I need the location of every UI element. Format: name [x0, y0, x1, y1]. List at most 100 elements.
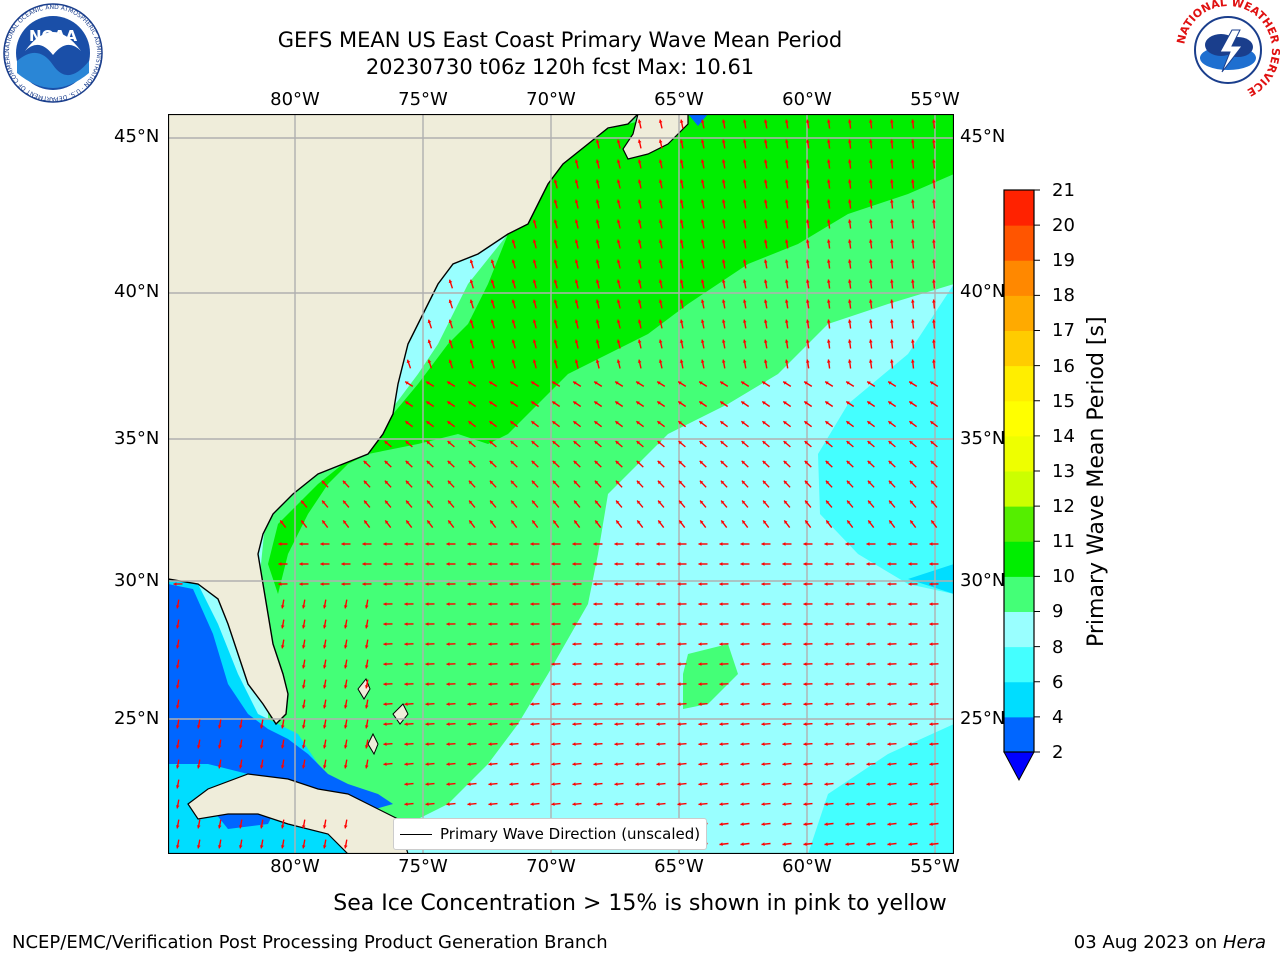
wave-arrow-head — [805, 359, 810, 363]
wave-arrow-head — [784, 520, 788, 524]
wave-arrow-head — [593, 582, 597, 586]
wave-arrow-head — [343, 520, 347, 524]
wave-arrow-head — [467, 682, 471, 686]
wave-arrow-head — [721, 179, 726, 183]
wave-arrow-head — [425, 682, 429, 686]
wave-arrow-head — [175, 765, 180, 769]
wave-arrow-head — [720, 421, 724, 425]
wave-arrow-head — [425, 542, 429, 546]
wave-arrow-head — [657, 381, 661, 385]
wave-arrow-head — [826, 199, 831, 203]
wave-arrow-head — [698, 642, 702, 646]
wave-arrow-head — [847, 500, 851, 504]
wave-arrow-head — [656, 782, 660, 786]
wave-arrow-head — [425, 722, 429, 726]
wave-arrow-head — [551, 642, 555, 646]
wave-arrow-head — [383, 722, 387, 726]
wave-arrow-head — [468, 401, 472, 405]
wave-arrow-head — [426, 381, 430, 385]
wave-arrow-head — [322, 625, 327, 629]
wave-arrow-head — [446, 642, 450, 646]
wave-arrow-head — [825, 401, 829, 405]
wave-arrow-head — [911, 339, 915, 343]
wave-arrow-head — [908, 822, 912, 826]
wave-arrow-head — [637, 119, 642, 123]
wave-arrow-head — [888, 460, 893, 465]
wave-arrow-head — [658, 520, 662, 524]
wave-arrow-head — [595, 319, 600, 323]
wave-arrow-head — [908, 642, 912, 646]
wave-arrow-head — [742, 239, 747, 243]
lon-label-top: 55°W — [910, 89, 960, 110]
wave-arrow-head — [824, 842, 828, 846]
wave-arrow-head — [679, 500, 683, 504]
wave-arrow-head — [825, 421, 829, 425]
wave-arrow-head — [553, 299, 558, 303]
lon-label-bottom: 80°W — [270, 856, 320, 877]
wave-arrow-head — [741, 401, 745, 405]
lat-label-left: 25°N — [114, 708, 160, 729]
wave-arrow-head — [593, 602, 597, 606]
wave-arrow-head — [343, 745, 348, 749]
wave-arrow-head — [932, 119, 936, 123]
wave-arrow-head — [911, 159, 915, 163]
wave-arrow-head — [826, 219, 831, 223]
wave-arrow-head — [510, 401, 514, 405]
wave-arrow-head — [721, 359, 726, 363]
wave-arrow-head — [700, 500, 704, 504]
wave-arrow-head — [530, 702, 534, 706]
wave-arrow-head — [782, 842, 786, 846]
wave-arrow-head — [280, 825, 285, 829]
wave-arrow-head — [803, 742, 807, 746]
wave-arrow-head — [658, 159, 663, 163]
wave-arrow-head — [615, 460, 620, 465]
wave-arrow-head — [763, 139, 768, 143]
wave-arrow-head — [678, 460, 683, 465]
wave-arrow-head — [908, 562, 912, 566]
wave-arrow-head — [867, 460, 872, 465]
wave-arrow-head — [698, 562, 702, 566]
wave-arrow-head — [868, 520, 872, 524]
wave-arrow-head — [719, 702, 723, 706]
lon-label-bottom: 65°W — [654, 856, 704, 877]
wave-arrow-head — [614, 742, 618, 746]
colorbar-segment — [1004, 506, 1034, 542]
wave-arrow-head — [343, 845, 348, 849]
wave-arrow-head — [467, 602, 471, 606]
wave-arrow-head — [595, 199, 600, 203]
noaa-logo-text: NOAA — [29, 27, 78, 45]
colorbar-tick: 19 — [1052, 250, 1075, 271]
wave-arrow-head — [595, 500, 599, 504]
wave-arrow-head — [762, 421, 766, 425]
wave-arrow-head — [866, 582, 870, 586]
wave-arrow-head — [656, 802, 660, 806]
wave-arrow-head — [658, 179, 663, 183]
wave-arrow-head — [405, 421, 409, 425]
wave-arrow-head — [637, 199, 642, 203]
wave-arrow-head — [824, 682, 828, 686]
wave-arrow-head — [698, 602, 702, 606]
wave-arrow-head — [847, 119, 852, 123]
wave-arrow-head — [867, 381, 871, 385]
wave-arrow-head — [719, 682, 723, 686]
wave-arrow-head — [615, 421, 619, 425]
wave-arrow-head — [845, 622, 849, 626]
wave-arrow-head — [593, 762, 597, 766]
wave-arrow-head — [698, 702, 702, 706]
wave-arrow-head — [824, 542, 828, 546]
wave-arrow-head — [867, 401, 871, 405]
wave-arrow-head — [448, 359, 453, 364]
colorbar — [1003, 189, 1040, 782]
wave-arrow-head — [782, 702, 786, 706]
wave-arrow-head — [469, 279, 474, 284]
wave-arrow-head — [932, 159, 936, 163]
wave-arrow-head — [784, 299, 789, 303]
wave-arrow-head — [196, 845, 201, 849]
wave-arrow-head — [868, 139, 873, 143]
wave-arrow-head — [510, 480, 515, 485]
wave-arrow-head — [426, 441, 430, 445]
wave-arrow-head — [911, 199, 915, 203]
wave-arrow-head — [929, 642, 933, 646]
wave-arrow-head — [593, 802, 597, 806]
wave-arrow-head — [301, 520, 305, 524]
